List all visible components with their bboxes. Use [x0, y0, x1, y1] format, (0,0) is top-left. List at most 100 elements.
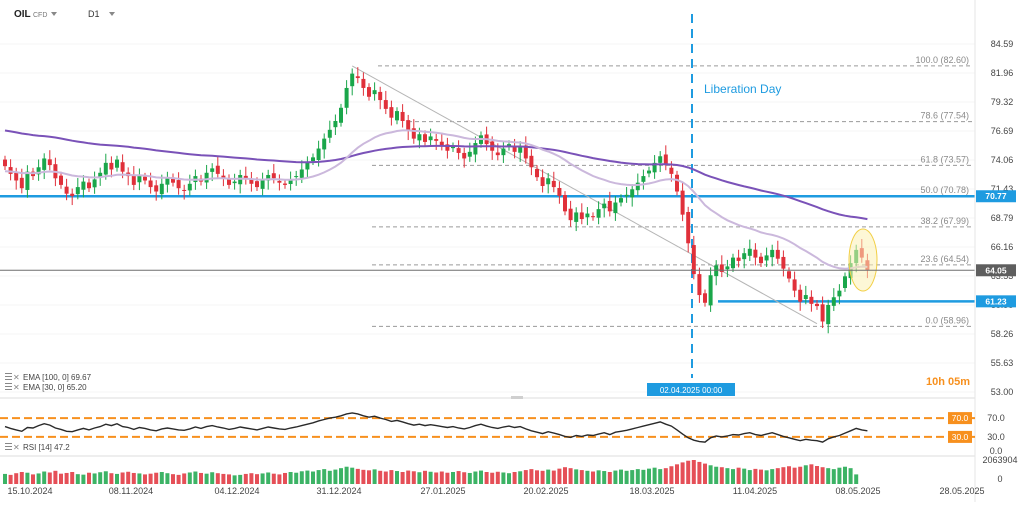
candle-body	[451, 146, 455, 149]
time-axis[interactable]: 15.10.2024 08.11.2024 04.12.2024 31.12.2024…	[7, 486, 984, 496]
candle-body	[563, 195, 567, 212]
price-tick-label: 55.63	[991, 358, 1014, 368]
volume-bar	[182, 473, 187, 484]
volume-bar	[630, 470, 635, 484]
time-tick-label: 15.10.2024	[7, 486, 52, 496]
volume-bar	[19, 472, 24, 484]
candle-body	[187, 183, 192, 191]
current-price-label: 64.05	[985, 265, 1007, 275]
volume-bar	[697, 461, 702, 484]
candle-body	[579, 212, 584, 220]
volume-panel[interactable]: 2063904 0	[3, 455, 1018, 484]
volume-bar	[663, 468, 668, 484]
volume-bar	[361, 469, 366, 484]
rsi-tick-label: 70.0	[987, 413, 1005, 423]
candle-body	[148, 180, 153, 188]
candle-body	[143, 176, 147, 181]
candle-body	[283, 183, 287, 185]
menu-icon[interactable]	[5, 383, 12, 390]
candle-body	[87, 182, 91, 189]
volume-bar	[546, 469, 551, 484]
volume-bar	[843, 466, 847, 484]
candle-body	[271, 173, 276, 179]
rsi-panel[interactable]: 70.0 30.0 70.0 30.0 0.0	[0, 412, 1005, 456]
price-tick-label: 74.06	[991, 155, 1014, 165]
level-price-tag	[976, 190, 1016, 203]
time-tick-label: 11.04.2025	[733, 486, 777, 496]
candle-body	[109, 162, 114, 170]
candle-body	[725, 266, 730, 270]
candle-body	[641, 176, 646, 182]
candle-body	[25, 171, 30, 190]
time-tick-label: 27.01.2025	[420, 486, 465, 496]
horizontal-levels[interactable]	[0, 194, 975, 303]
volume-bar	[165, 473, 170, 484]
candle-body	[154, 185, 159, 192]
candle-body	[630, 189, 635, 198]
candle-body	[361, 78, 366, 88]
volume-bar	[725, 468, 730, 484]
candle-body	[288, 179, 293, 185]
candle-body	[64, 186, 69, 194]
candle-body	[210, 168, 215, 172]
fibonacci-retracement[interactable]: 100.0 (82.60) 78.6 (77.54) 61.8 (73.57) 50.…	[372, 55, 972, 327]
candle-body	[305, 162, 310, 170]
level-price-label: 61.23	[985, 296, 1007, 306]
volume-bar	[641, 469, 646, 484]
close-icon[interactable]: ✕	[13, 443, 20, 452]
volume-bar	[81, 474, 86, 484]
candle-body	[316, 148, 321, 160]
candle-body	[165, 178, 170, 185]
candle-body	[462, 152, 467, 159]
candle-body	[775, 249, 780, 259]
close-icon[interactable]: ✕	[13, 383, 20, 392]
rsi-line	[4, 412, 868, 443]
time-tick-label: 31.12.2024	[316, 486, 361, 496]
candle-body	[434, 139, 439, 141]
volume-bar	[389, 470, 394, 484]
volume-bar	[154, 472, 159, 484]
rsi-tick-label: 30.0	[987, 432, 1005, 442]
volume-bar	[210, 472, 215, 484]
cursor-time-label: 02.04.2025 00:00	[660, 386, 723, 395]
close-icon[interactable]: ✕	[13, 373, 20, 382]
candle-body	[607, 200, 612, 212]
volume-bar	[36, 473, 41, 484]
volume-bar	[232, 475, 237, 484]
rsi-legend: ✕ RSI [14] 47.2	[5, 443, 70, 452]
price-grid	[0, 43, 975, 393]
candle-body	[81, 181, 86, 190]
volume-bar	[299, 471, 304, 484]
trend-line[interactable]	[351, 65, 818, 325]
time-tick-label: 20.02.2025	[523, 486, 568, 496]
candle-body	[103, 162, 108, 175]
candle-body	[378, 91, 383, 101]
symbol-label[interactable]: OIL	[14, 9, 31, 20]
panel-resize-handle[interactable]	[511, 396, 523, 399]
candle-body	[176, 180, 181, 189]
volume-bar	[467, 472, 472, 484]
volume-bar	[635, 469, 640, 484]
volume-bar	[159, 472, 164, 484]
volume-bar	[703, 463, 707, 484]
chevron-down-icon[interactable]	[51, 12, 57, 16]
price-axis[interactable]: 84.59 81.96 79.32 76.69 74.06 71.43 68.79 66.16…	[991, 39, 1014, 397]
time-tick-label: 28.05.2025	[939, 486, 984, 496]
volume-bar	[221, 473, 226, 484]
candle-body	[98, 172, 103, 177]
highlight-ellipse[interactable]	[848, 228, 878, 292]
timeframe-chevron-icon[interactable]	[109, 12, 115, 16]
menu-icon[interactable]	[5, 443, 12, 450]
volume-bar	[529, 469, 534, 484]
timeframe-label[interactable]: D1	[88, 9, 100, 19]
volume-bar	[770, 469, 775, 484]
volume-bar	[518, 471, 523, 484]
volume-bar	[75, 474, 80, 484]
volume-bar	[719, 467, 724, 484]
menu-icon[interactable]	[5, 373, 12, 380]
volume-bar	[512, 472, 517, 484]
volume-bar	[344, 466, 349, 484]
volume-bar	[540, 470, 545, 484]
candle-body	[736, 257, 741, 261]
